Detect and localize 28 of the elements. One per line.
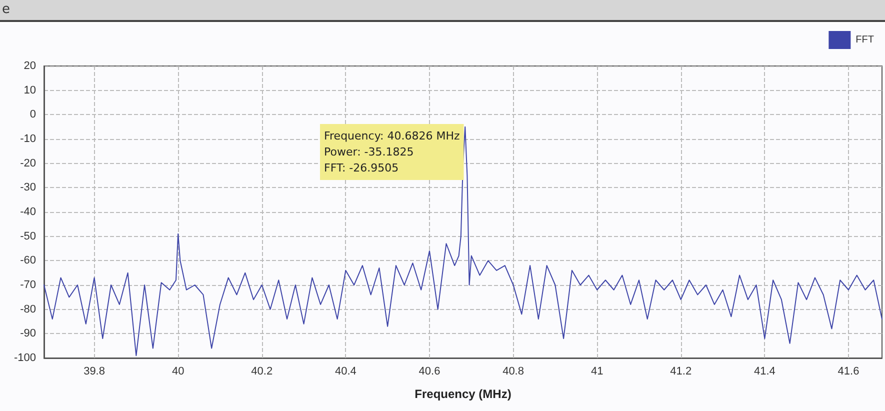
chart-title: e [0,0,885,22]
x-tick-label: 40.6 [418,366,440,378]
y-tick-label: -100 [14,352,36,364]
annotation: Frequency: 40.6826 MHz Power: -35.1825 FFT: -26.9505 [324,130,460,174]
y-tick-label: 10 [24,84,36,96]
y-tick-label: -10 [20,133,36,145]
y-tick-label: 20 [24,60,36,72]
x-tick-label: 40.2 [251,366,273,378]
line-series [44,126,882,356]
x-tick-label: 41.6 [838,366,860,378]
y-tick-label: -50 [20,230,36,242]
x-tick-label: 40.4 [334,366,356,378]
x-tick-label: 40 [172,366,184,378]
y-tick-label: 0 [30,108,36,121]
x-tick-label: 40.8 [502,366,524,378]
x-tick-label: 39.8 [84,366,105,378]
x-tick-label: 41.4 [754,366,776,378]
x-tick-label: 41 [590,366,604,378]
y-tick-label: -80 [20,303,36,316]
x-tick-label: 41.2 [670,366,692,378]
y-tick-label: -90 [20,328,36,340]
legend-label: FFT [856,34,874,46]
y-tick-label: -40 [20,206,36,218]
y-tick-label: -30 [20,182,36,194]
y-tick-label: -70 [20,279,36,291]
y-tick-label: -20 [20,157,36,170]
y-tick-label: -60 [20,254,36,267]
x-axis-title: Frequency (MHz) [414,387,512,401]
